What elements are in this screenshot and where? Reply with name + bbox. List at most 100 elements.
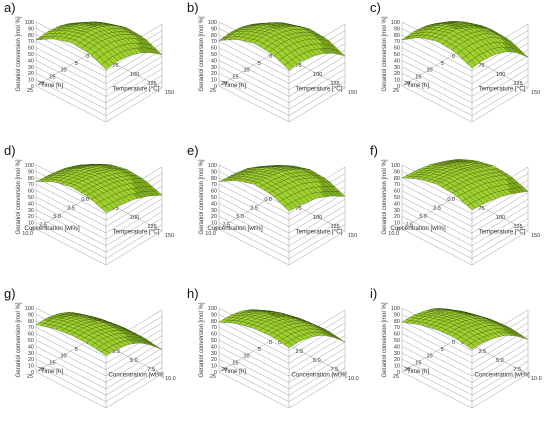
y-axis-label: Concentration [wt%] bbox=[207, 225, 263, 232]
x-axis-label: Concentration [wt%] bbox=[291, 372, 347, 379]
y-tick-label: 20 bbox=[38, 81, 44, 87]
y-tick-label: 15 bbox=[232, 360, 238, 366]
surface-cell bbox=[335, 191, 346, 197]
y-tick-label: 20 bbox=[404, 367, 410, 373]
z-tick-label: 0 bbox=[397, 227, 400, 233]
z-tick-label: 90 bbox=[28, 312, 34, 318]
z-tick-label: 70 bbox=[394, 39, 400, 45]
z-tick-label: 70 bbox=[211, 182, 217, 188]
x-tick-label: 75 bbox=[113, 206, 119, 212]
z-tick-label: 90 bbox=[394, 169, 400, 175]
y-tick-label: 0 bbox=[452, 54, 455, 60]
z-tick-label: 40 bbox=[394, 201, 400, 207]
z-tick-label: 60 bbox=[394, 46, 400, 52]
z-tick-label: 20 bbox=[211, 71, 217, 77]
x-tick-label: 150 bbox=[531, 90, 540, 96]
x-tick-label: 5.0 bbox=[130, 358, 138, 364]
z-tick-label: 40 bbox=[211, 201, 217, 207]
z-tick-label: 0 bbox=[214, 84, 217, 90]
z-tick-label: 100 bbox=[208, 163, 217, 169]
y-tick-label: 15 bbox=[415, 360, 421, 366]
surface-mesh bbox=[401, 308, 529, 350]
floor-edge bbox=[35, 337, 93, 373]
z-tick-label: 20 bbox=[28, 71, 34, 77]
x-tick-label: 100 bbox=[130, 72, 139, 78]
z-tick-label: 60 bbox=[211, 332, 217, 338]
x-tick-label: 10.0 bbox=[348, 376, 359, 382]
z-tick-label: 90 bbox=[211, 26, 217, 32]
z-tick-label: 0 bbox=[31, 227, 34, 233]
z-tick-label: 40 bbox=[394, 58, 400, 64]
y-tick-label: 10 bbox=[243, 68, 249, 74]
z-tick-label: 10 bbox=[394, 78, 400, 84]
x-axis-label: Temperature [°C] bbox=[296, 229, 343, 236]
y-tick-label: 0.0 bbox=[447, 197, 455, 203]
z-tick-label: 0 bbox=[397, 370, 400, 376]
y-tick-label: 10.0 bbox=[22, 231, 33, 237]
surface-cell bbox=[152, 190, 163, 196]
z-tick-label: 90 bbox=[211, 312, 217, 318]
y-tick-label: 10 bbox=[243, 354, 249, 360]
z-tick-label: 100 bbox=[391, 20, 400, 26]
x-tick-label: 75 bbox=[113, 63, 119, 69]
panel-letter: g) bbox=[4, 286, 16, 301]
surface-plot-panel: 0 10 20 30 40 50 60 70 80 90 100 Geraniol conversio… bbox=[366, 143, 549, 286]
y-axis-label: Time [h] bbox=[224, 82, 246, 89]
surface-plot-panel: 0 10 20 30 40 50 60 70 80 90 100 Geraniol conversio… bbox=[183, 143, 366, 286]
z-tick-label: 10 bbox=[211, 78, 217, 84]
z-tick-label: 80 bbox=[394, 319, 400, 325]
z-tick-label: 30 bbox=[394, 351, 400, 357]
z-tick-label: 60 bbox=[28, 189, 34, 195]
y-tick-label: 20 bbox=[221, 81, 227, 87]
surface-cell bbox=[335, 49, 346, 57]
y-axis-label: Concentration [wt%] bbox=[390, 225, 446, 232]
surface-mesh bbox=[401, 21, 529, 69]
z-tick-label: 60 bbox=[28, 332, 34, 338]
y-tick-label: 5 bbox=[441, 347, 444, 353]
y-tick-label: 15 bbox=[232, 74, 238, 80]
x-tick-label: 5.0 bbox=[496, 358, 504, 364]
z-axis-label: Geraniol conversion [mol %] bbox=[16, 159, 22, 234]
z-axis-label: Geraniol conversion [mol %] bbox=[382, 302, 388, 377]
z-tick-label: 100 bbox=[25, 306, 34, 312]
z-tick-label: 30 bbox=[394, 208, 400, 214]
x-tick-label: 75 bbox=[479, 206, 485, 212]
z-tick-label: 20 bbox=[28, 357, 34, 363]
surface-mesh bbox=[35, 21, 163, 70]
x-axis-label: Temperature [°C] bbox=[479, 229, 526, 236]
y-tick-label: 7.5 bbox=[39, 223, 47, 229]
y-axis-label: Concentration [wt%] bbox=[24, 225, 80, 232]
z-tick-label: 10 bbox=[28, 221, 34, 227]
x-tick-label: 75 bbox=[296, 206, 302, 212]
x-tick-label: 10.0 bbox=[531, 376, 542, 382]
z-tick-label: 40 bbox=[211, 344, 217, 350]
x-tick-label: 100 bbox=[496, 215, 505, 221]
z-tick-label: 90 bbox=[28, 169, 34, 175]
z-tick-label: 30 bbox=[28, 208, 34, 214]
y-tick-label: 15 bbox=[49, 74, 55, 80]
x-tick-label: 100 bbox=[130, 215, 139, 221]
x-tick-label: 2.5 bbox=[479, 349, 487, 355]
x-tick-label: 150 bbox=[348, 90, 357, 96]
z-tick-label: 70 bbox=[28, 325, 34, 331]
x-tick-label: 100 bbox=[496, 72, 505, 78]
panel-letter: a) bbox=[4, 0, 16, 15]
x-axis-label: Temperature [°C] bbox=[296, 86, 343, 93]
z-tick-label: 40 bbox=[394, 344, 400, 350]
floor-edge bbox=[218, 51, 276, 87]
z-tick-label: 10 bbox=[28, 364, 34, 370]
surface-plot-panel: 0 10 20 30 40 50 60 70 80 90 100 Geraniol conversio… bbox=[183, 0, 366, 143]
z-tick-label: 60 bbox=[211, 189, 217, 195]
z-tick-label: 0 bbox=[31, 84, 34, 90]
x-axis-label: Temperature [°C] bbox=[113, 86, 160, 93]
surface-cell bbox=[152, 48, 163, 56]
x-axis-label: Concentration [wt%] bbox=[474, 372, 530, 379]
panel-letter: c) bbox=[370, 0, 381, 15]
z-tick-label: 20 bbox=[394, 71, 400, 77]
y-tick-label: 15 bbox=[49, 360, 55, 366]
x-tick-label: 125 bbox=[514, 224, 523, 230]
z-tick-label: 100 bbox=[391, 163, 400, 169]
